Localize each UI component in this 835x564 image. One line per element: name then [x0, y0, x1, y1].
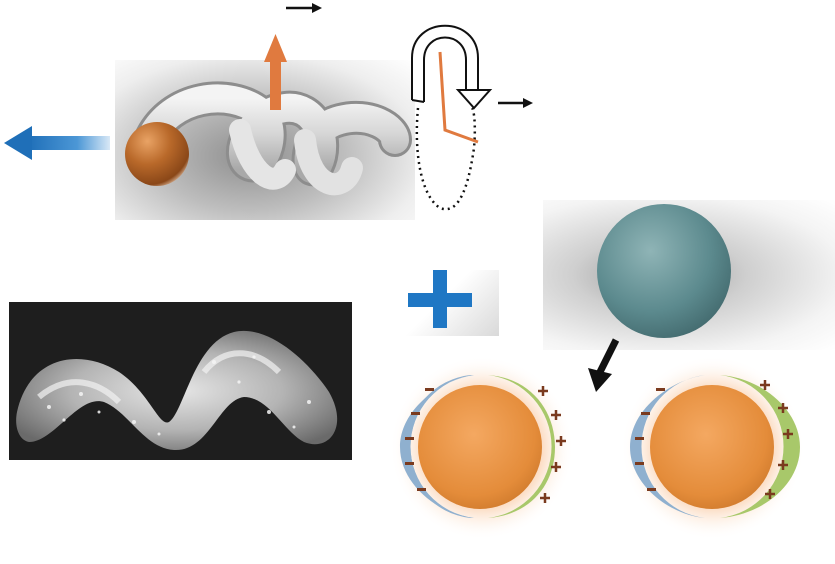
sem-helix-shape	[16, 330, 338, 451]
janus-particle-left	[390, 356, 574, 540]
negative-charges	[405, 388, 665, 491]
thrust-arrow-icon	[264, 34, 287, 110]
inner-helix-arrow	[438, 51, 479, 144]
plus-icon	[408, 270, 472, 328]
cargo-particle	[125, 122, 189, 186]
small-arrow-icon	[286, 3, 322, 13]
side-arrow-icon	[498, 98, 533, 108]
capture-arrow-icon	[588, 338, 620, 392]
positive-charges	[538, 380, 793, 503]
capture-sphere	[597, 204, 731, 338]
janus-particle-right	[621, 356, 805, 540]
sem-image	[9, 302, 352, 460]
helix-schematic	[411, 24, 493, 211]
propulsion-arrow-icon	[4, 126, 110, 160]
helical-micromotor	[133, 81, 412, 196]
